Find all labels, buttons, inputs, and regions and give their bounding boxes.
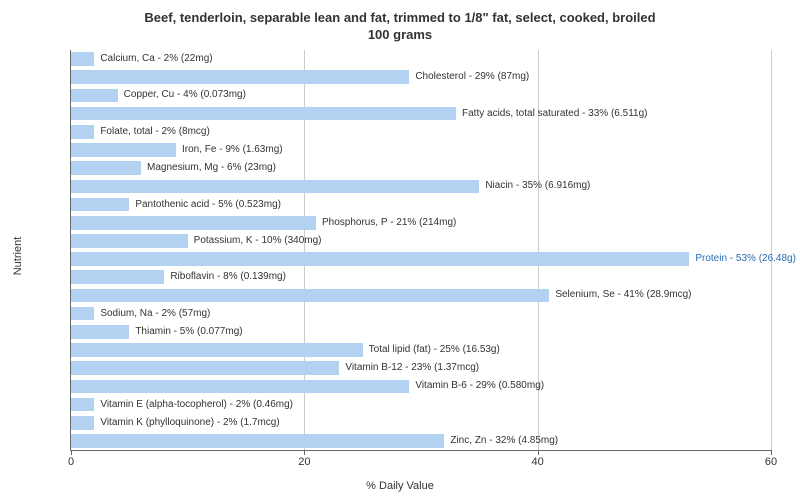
bar-label: Calcium, Ca - 2% (22mg): [100, 54, 212, 64]
bar-row: Riboflavin - 8% (0.139mg): [71, 270, 771, 284]
bar-label: Niacin - 35% (6.916mg): [485, 181, 590, 191]
x-tick-mark: [71, 450, 72, 455]
bar-label: Sodium, Na - 2% (57mg): [100, 309, 210, 319]
bar-row: Protein - 53% (26.48g): [71, 252, 771, 266]
bar: [71, 125, 94, 139]
x-tick-label: 40: [532, 456, 544, 468]
bar-label: Fatty acids, total saturated - 33% (6.51…: [462, 109, 647, 119]
bar: [71, 70, 409, 84]
bar: [71, 361, 339, 375]
bar: [71, 270, 164, 284]
bar: [71, 252, 689, 266]
x-tick-label: 0: [68, 456, 74, 468]
bar: [71, 434, 444, 448]
bar: [71, 143, 176, 157]
bar: [71, 416, 94, 430]
bar-row: Selenium, Se - 41% (28.9mcg): [71, 289, 771, 303]
bar-label: Zinc, Zn - 32% (4.85mg): [450, 436, 558, 446]
nutrient-chart: Beef, tenderloin, separable lean and fat…: [0, 0, 800, 500]
chart-title-line2: 100 grams: [0, 27, 800, 44]
bar-row: Phosphorus, P - 21% (214mg): [71, 216, 771, 230]
bar: [71, 161, 141, 175]
bar-label: Phosphorus, P - 21% (214mg): [322, 218, 456, 228]
bar-row: Thiamin - 5% (0.077mg): [71, 325, 771, 339]
bar-label: Copper, Cu - 4% (0.073mg): [124, 90, 246, 100]
bar-row: Potassium, K - 10% (340mg): [71, 234, 771, 248]
bar: [71, 380, 409, 394]
bar: [71, 307, 94, 321]
bar-label: Folate, total - 2% (8mcg): [100, 127, 209, 137]
bar-row: Vitamin B-12 - 23% (1.37mcg): [71, 361, 771, 375]
bar-label: Protein - 53% (26.48g): [695, 254, 796, 264]
bar-row: Folate, total - 2% (8mcg): [71, 125, 771, 139]
bar: [71, 325, 129, 339]
bar-label: Pantothenic acid - 5% (0.523mg): [135, 200, 281, 210]
x-tick-mark: [771, 450, 772, 455]
bar: [71, 216, 316, 230]
bar-label: Iron, Fe - 9% (1.63mg): [182, 145, 283, 155]
bar-row: Copper, Cu - 4% (0.073mg): [71, 89, 771, 103]
bar-row: Calcium, Ca - 2% (22mg): [71, 52, 771, 66]
bar-row: Fatty acids, total saturated - 33% (6.51…: [71, 107, 771, 121]
bar-label: Vitamin B-12 - 23% (1.37mcg): [345, 363, 479, 373]
bar-row: Total lipid (fat) - 25% (16.53g): [71, 343, 771, 357]
bar: [71, 89, 118, 103]
bar-label: Vitamin B-6 - 29% (0.580mg): [415, 381, 544, 391]
bar-row: Niacin - 35% (6.916mg): [71, 180, 771, 194]
bar-label: Total lipid (fat) - 25% (16.53g): [369, 345, 500, 355]
x-tick-label: 20: [298, 456, 310, 468]
gridline: [771, 50, 772, 450]
bar-label: Cholesterol - 29% (87mg): [415, 72, 529, 82]
y-axis-label: Nutrient: [12, 237, 24, 276]
bar-label: Vitamin K (phylloquinone) - 2% (1.7mcg): [100, 418, 279, 428]
plot-area: 0204060Calcium, Ca - 2% (22mg)Cholestero…: [70, 50, 771, 451]
bar-label: Riboflavin - 8% (0.139mg): [170, 272, 286, 282]
bar-row: Vitamin K (phylloquinone) - 2% (1.7mcg): [71, 416, 771, 430]
bar-row: Vitamin B-6 - 29% (0.580mg): [71, 380, 771, 394]
bar-row: Pantothenic acid - 5% (0.523mg): [71, 198, 771, 212]
bar-label: Selenium, Se - 41% (28.9mcg): [555, 290, 691, 300]
bar-label: Thiamin - 5% (0.077mg): [135, 327, 242, 337]
bar: [71, 180, 479, 194]
bar-row: Cholesterol - 29% (87mg): [71, 70, 771, 84]
bar-row: Zinc, Zn - 32% (4.85mg): [71, 434, 771, 448]
bar: [71, 107, 456, 121]
bar: [71, 398, 94, 412]
bar-row: Magnesium, Mg - 6% (23mg): [71, 161, 771, 175]
bar-row: Iron, Fe - 9% (1.63mg): [71, 143, 771, 157]
bar: [71, 343, 363, 357]
bar-row: Vitamin E (alpha-tocopherol) - 2% (0.46m…: [71, 398, 771, 412]
bar: [71, 52, 94, 66]
x-tick-label: 60: [765, 456, 777, 468]
bar: [71, 289, 549, 303]
x-axis-label: % Daily Value: [366, 480, 434, 492]
bar-label: Magnesium, Mg - 6% (23mg): [147, 163, 276, 173]
chart-title-line1: Beef, tenderloin, separable lean and fat…: [0, 10, 800, 27]
x-tick-mark: [304, 450, 305, 455]
bar: [71, 198, 129, 212]
bar-row: Sodium, Na - 2% (57mg): [71, 307, 771, 321]
x-tick-mark: [538, 450, 539, 455]
chart-title: Beef, tenderloin, separable lean and fat…: [0, 0, 800, 44]
bar: [71, 234, 188, 248]
bar-label: Vitamin E (alpha-tocopherol) - 2% (0.46m…: [100, 400, 293, 410]
bar-label: Potassium, K - 10% (340mg): [194, 236, 322, 246]
